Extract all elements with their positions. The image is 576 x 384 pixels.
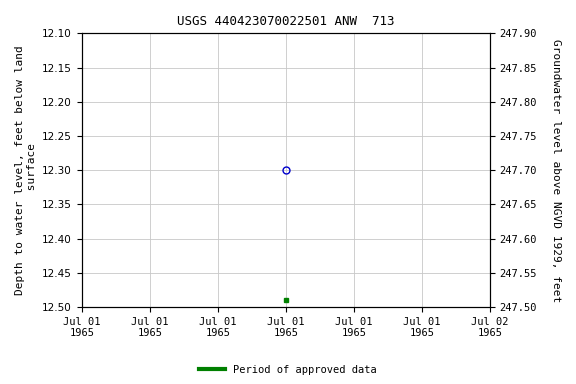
Legend: Period of approved data: Period of approved data: [195, 361, 381, 379]
Y-axis label: Depth to water level, feet below land
 surface: Depth to water level, feet below land su…: [15, 45, 37, 295]
Title: USGS 440423070022501 ANW  713: USGS 440423070022501 ANW 713: [177, 15, 395, 28]
Y-axis label: Groundwater level above NGVD 1929, feet: Groundwater level above NGVD 1929, feet: [551, 38, 561, 302]
